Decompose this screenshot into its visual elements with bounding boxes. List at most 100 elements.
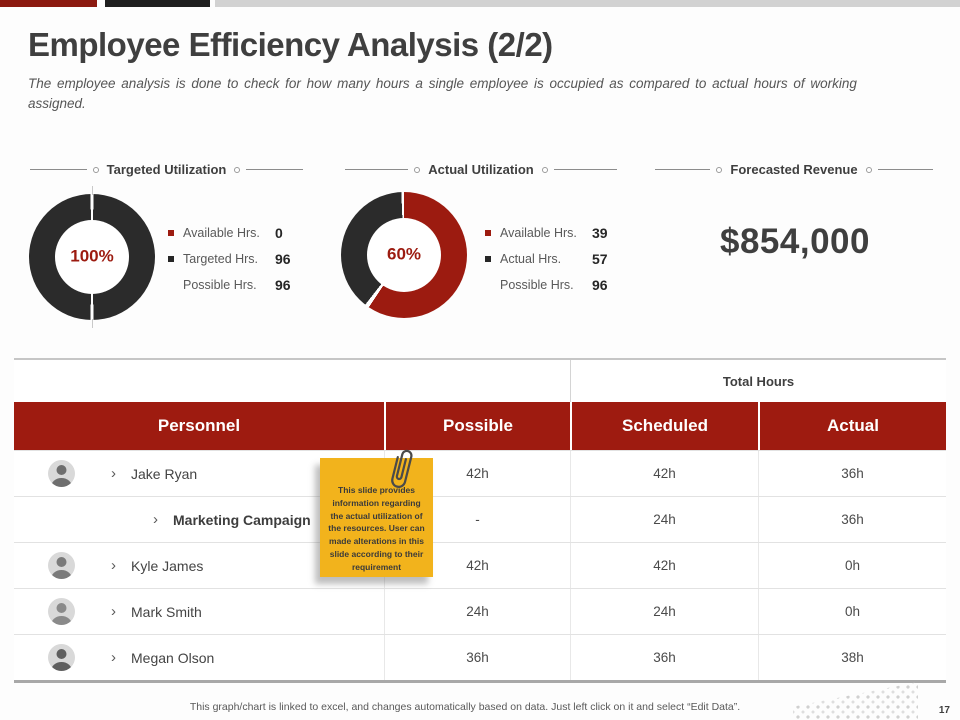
avatar <box>48 460 75 487</box>
column-header-personnel: Personnel <box>157 416 241 435</box>
avatar <box>48 598 75 625</box>
circle-marker-icon <box>541 166 548 173</box>
legend-bullet-red-icon <box>168 229 174 236</box>
legend-item: Actual Hrs. 57 <box>485 248 608 269</box>
chevron-right-icon: › <box>111 603 116 620</box>
legend-bullet-dark-icon <box>485 255 491 262</box>
legend-label: Possible Hrs. <box>183 277 257 292</box>
targeted-utilization-donut-chart[interactable]: 100% <box>29 186 155 328</box>
top-accent-bar-black <box>105 0 210 7</box>
divider-line <box>345 169 409 170</box>
actual-hours-cell: 36h <box>758 497 946 542</box>
possible-hours-cell: 36h <box>384 635 570 680</box>
total-hours-table[interactable]: Total Hours Personnel Possible Scheduled… <box>14 358 946 683</box>
actual-utilization-legend: Available Hrs. 39 Actual Hrs. 57 Possibl… <box>485 222 608 295</box>
possible-hours-cell: 24h <box>384 589 570 634</box>
personnel-name: Jake Ryan <box>131 465 198 482</box>
legend-label: Possible Hrs. <box>500 277 574 292</box>
divider-line <box>655 169 711 170</box>
legend-value: 96 <box>275 250 291 267</box>
donut-tick <box>91 186 93 195</box>
avatar <box>48 644 75 671</box>
top-accent-bar-gray <box>215 0 960 7</box>
personnel-cell: › Marketing Campaign <box>14 497 384 542</box>
legend-item: Available Hrs. 39 <box>485 222 608 243</box>
section-header-targeted-utilization: Targeted Utilization <box>30 162 303 177</box>
legend-label: Available Hrs. <box>500 225 577 240</box>
personnel-name: Marketing Campaign <box>173 511 311 528</box>
table-row: › Kyle James 42h 42h 0h <box>14 542 946 588</box>
forecasted-revenue-value[interactable]: $854,000 <box>720 222 870 261</box>
circle-marker-icon <box>92 166 99 173</box>
actual-hours-cell: 0h <box>758 589 946 634</box>
scheduled-hours-cell: 24h <box>570 589 758 634</box>
donut-tick <box>91 319 93 328</box>
section-label: Forecasted Revenue <box>730 162 858 177</box>
legend-value: 39 <box>592 224 608 241</box>
legend-label: Targeted Hrs. <box>183 251 259 266</box>
donut-hole <box>367 218 441 292</box>
table-group-header-row: Total Hours <box>14 360 946 402</box>
legend-item: Targeted Hrs. 96 <box>168 248 291 269</box>
personnel-name: Mark Smith <box>131 603 202 620</box>
legend-bullet-dark-icon <box>168 255 174 262</box>
personnel-cell: › Jake Ryan <box>14 451 384 496</box>
divider-line <box>877 169 934 170</box>
donut-hole <box>55 220 129 294</box>
section-label: Targeted Utilization <box>106 162 227 177</box>
section-header-forecasted-revenue: Forecasted Revenue <box>655 162 934 177</box>
table-row: › Megan Olson 36h 36h 38h <box>14 634 946 680</box>
sticky-note-text: This slide provides information regardin… <box>328 485 425 572</box>
legend-label: Available Hrs. <box>183 225 260 240</box>
column-header-possible: Possible <box>384 402 570 450</box>
circle-marker-icon <box>716 166 723 173</box>
table-group-spacer <box>384 360 570 402</box>
page-number: 17 <box>938 705 950 716</box>
page-subtitle[interactable]: The employee analysis is done to check f… <box>28 76 857 111</box>
personnel-cell: › Mark Smith <box>14 589 384 634</box>
targeted-utilization-legend: Available Hrs. 0 Targeted Hrs. 96 Possib… <box>168 222 291 295</box>
legend-item: Available Hrs. 0 <box>168 222 291 243</box>
legend-value: 96 <box>592 276 608 293</box>
actual-hours-cell: 0h <box>758 543 946 588</box>
legend-value: 96 <box>275 276 291 293</box>
actual-hours-cell: 36h <box>758 451 946 496</box>
scheduled-hours-cell: 24h <box>570 497 758 542</box>
divider-line <box>246 169 303 170</box>
circle-marker-icon <box>414 166 421 173</box>
legend-item: Possible Hrs. 96 <box>168 274 291 295</box>
table-row: › Marketing Campaign - 24h 36h <box>14 496 946 542</box>
actual-hours-cell: 38h <box>758 635 946 680</box>
top-accent-bar-red <box>0 0 97 7</box>
scheduled-hours-cell: 36h <box>570 635 758 680</box>
chevron-right-icon: › <box>111 557 116 574</box>
actual-utilization-donut-chart[interactable]: 60% <box>341 192 467 318</box>
paperclip-icon <box>379 440 419 504</box>
table-header-row: Personnel Possible Scheduled Actual <box>14 402 946 450</box>
divider-line <box>553 169 618 170</box>
personnel-cell: › Kyle James <box>14 543 384 588</box>
section-header-actual-utilization: Actual Utilization <box>345 162 618 177</box>
personnel-name: Kyle James <box>131 557 204 574</box>
column-header-scheduled: Scheduled <box>570 402 758 450</box>
table-group-spacer <box>14 360 384 402</box>
legend-value: 0 <box>275 224 283 241</box>
sticky-note[interactable]: This slide provides information regardin… <box>320 458 433 577</box>
personnel-cell: › Megan Olson <box>14 635 384 680</box>
chevron-right-icon: › <box>111 649 116 666</box>
legend-item: Possible Hrs. 96 <box>485 274 608 295</box>
legend-bullet-red-icon <box>485 229 491 236</box>
divider-line <box>30 169 87 170</box>
personnel-name: Megan Olson <box>131 649 215 666</box>
scheduled-hours-cell: 42h <box>570 451 758 496</box>
scheduled-hours-cell: 42h <box>570 543 758 588</box>
page-title[interactable]: Employee Efficiency Analysis (2/2) <box>28 26 553 63</box>
table-row: › Jake Ryan 42h 42h 36h <box>14 450 946 496</box>
column-header-actual: Actual <box>758 402 946 450</box>
donut-center-label: 60% <box>386 244 422 264</box>
avatar <box>48 552 75 579</box>
footer-note: This graph/chart is linked to excel, and… <box>189 701 741 713</box>
chevron-right-icon: › <box>153 511 158 528</box>
circle-marker-icon <box>865 166 872 173</box>
